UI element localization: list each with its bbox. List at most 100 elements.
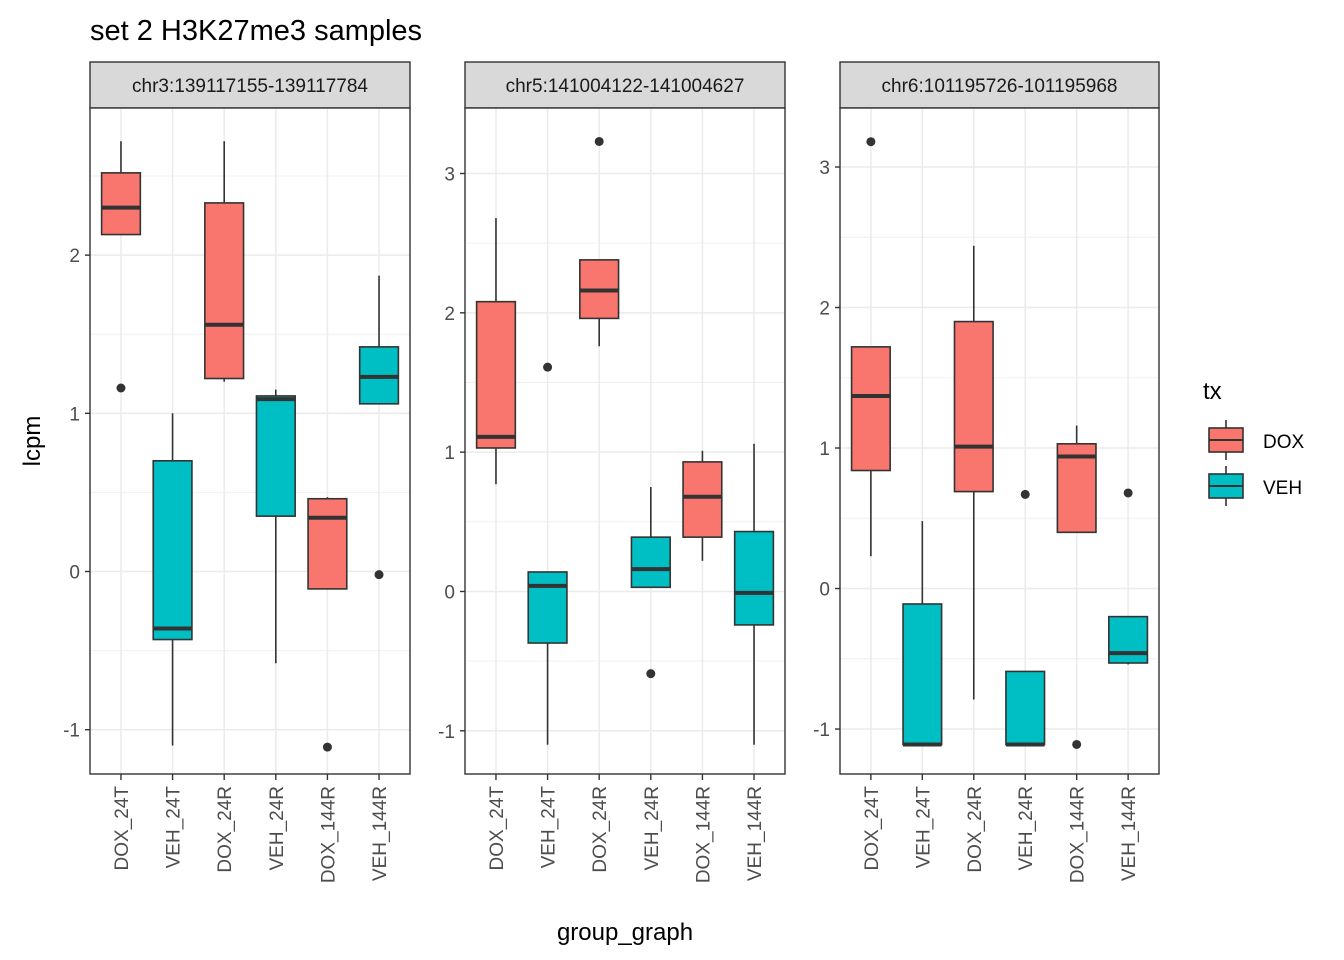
outlier-point (594, 136, 604, 146)
box-VEH_144R (358, 275, 400, 580)
y-tick-label: -1 (438, 722, 455, 743)
y-tick-label: 3 (444, 164, 455, 185)
outlier-point (543, 362, 553, 372)
panel-border (839, 107, 1160, 775)
box-VEH_144R (733, 443, 775, 745)
outlier-point (374, 570, 384, 580)
outlier-point (322, 742, 332, 752)
y-tick-label: 0 (444, 582, 455, 603)
box-iqr (850, 346, 891, 472)
box-DOX_24T (850, 137, 891, 557)
outlier-point (1020, 489, 1030, 499)
box-DOX_144R (682, 450, 723, 561)
x-tick-label: DOX_24R (215, 786, 236, 873)
box-VEH_24R (1005, 489, 1046, 747)
y-tick-label: 1 (819, 439, 830, 460)
y-tick-label: 1 (444, 443, 455, 464)
x-tick-label: DOX_24T (112, 786, 133, 871)
box-iqr (1108, 615, 1149, 664)
x-tick-label: DOX_144R (1068, 786, 1089, 883)
legend-key-veh: VEH (1208, 466, 1302, 506)
outlier-point (1072, 739, 1082, 749)
x-tick-label: VEH_24R (642, 786, 663, 871)
y-tick-label: 3 (819, 158, 830, 179)
box-DOX_24R (953, 245, 994, 700)
y-tick-label: -1 (813, 720, 830, 741)
x-tick-label: DOX_24T (487, 786, 508, 871)
box-iqr (204, 202, 245, 380)
box-VEH_24R (630, 486, 671, 679)
y-tick-label: 2 (819, 299, 830, 320)
x-axis-title: group_graph (557, 919, 693, 946)
box-iqr (475, 300, 517, 449)
y-tick-label: 0 (819, 580, 830, 601)
facet-panel-2: chr5:141004122-141004627 -1 0 1 2 3 DOX_24T VEH… (438, 61, 786, 883)
y-tick-label: 1 (69, 404, 80, 425)
panel-border (464, 107, 786, 775)
y-tick-label: 0 (69, 563, 80, 584)
x-tick-label: VEH_24T (913, 786, 934, 869)
y-tick-label: 2 (69, 246, 80, 267)
legend-key-dox: DOX (1208, 420, 1305, 460)
x-tick-label: VEH_24R (1016, 786, 1037, 871)
chart-title: set 2 H3K27me3 samples (90, 15, 422, 47)
box-DOX_144R (307, 497, 348, 752)
box-VEH_24T (902, 521, 943, 747)
panel-background (840, 108, 1159, 774)
box-VEH_24T (527, 362, 568, 745)
box-DOX_144R (1056, 425, 1097, 749)
box-iqr (100, 172, 142, 236)
x-tick-label: VEH_24T (164, 786, 185, 869)
box-iqr (255, 395, 296, 517)
strip-label: chr5:141004122-141004627 (506, 76, 745, 97)
box-DOX_24T (475, 218, 517, 485)
outlier-point (646, 669, 656, 679)
strip-label: chr6:101195726-101195968 (882, 76, 1118, 97)
y-tick-label: -1 (63, 721, 80, 742)
facet-panel-3: chr6:101195726-101195968 -1 0 1 2 3 DOX_24T VEH… (813, 61, 1160, 883)
box-iqr (527, 571, 568, 644)
strip-background (839, 61, 1160, 109)
box-iqr (1056, 443, 1097, 534)
x-tick-label: DOX_24R (965, 786, 986, 873)
box-VEH_24R (255, 389, 296, 664)
box-DOX_24R (579, 136, 620, 347)
legend-title: tx (1203, 378, 1222, 405)
x-tick-label: DOX_144R (318, 786, 339, 883)
box-VEH_144R (1108, 488, 1149, 665)
x-tick-label: DOX_144R (693, 786, 714, 883)
box-iqr (307, 497, 348, 590)
box-iqr (630, 536, 671, 589)
box-iqr (733, 530, 775, 626)
box-iqr (902, 603, 943, 746)
y-tick-label: 2 (444, 304, 455, 325)
x-tick-label: DOX_24T (862, 786, 883, 871)
x-tick-label: VEH_24R (267, 786, 288, 871)
strip-background (464, 61, 786, 109)
legend-label: VEH (1263, 478, 1302, 499)
box-iqr (1005, 670, 1046, 746)
panel-background (465, 108, 785, 774)
box-iqr (152, 459, 193, 641)
strip-label: chr3:139117155-139117784 (132, 76, 368, 97)
panel-background (90, 108, 410, 774)
x-tick-label: VEH_144R (745, 786, 766, 881)
outlier-point (116, 383, 126, 393)
legend: tx DOX VEH (1203, 378, 1305, 506)
x-tick-label: VEH_24T (539, 786, 560, 869)
panel-border (89, 107, 411, 775)
outlier-point (1123, 488, 1133, 498)
legend-label: DOX (1263, 432, 1305, 453)
x-tick-label: DOX_24R (590, 786, 611, 873)
box-DOX_24T (100, 141, 142, 393)
x-tick-label: VEH_144R (370, 786, 391, 881)
box-DOX_24R (204, 141, 245, 382)
y-axis-title: lcpm (19, 416, 46, 467)
outlier-point (866, 137, 876, 147)
facet-panel-1: chr3:139117155-139117784 -1 0 1 2 DOX_24T VEH_… (63, 61, 411, 883)
box-VEH_24T (152, 413, 193, 746)
strip-background (89, 61, 411, 109)
box-iqr (682, 461, 723, 538)
facet-panels: chr3:139117155-139117784 -1 0 1 2 DOX_24T VEH_… (63, 61, 1160, 883)
